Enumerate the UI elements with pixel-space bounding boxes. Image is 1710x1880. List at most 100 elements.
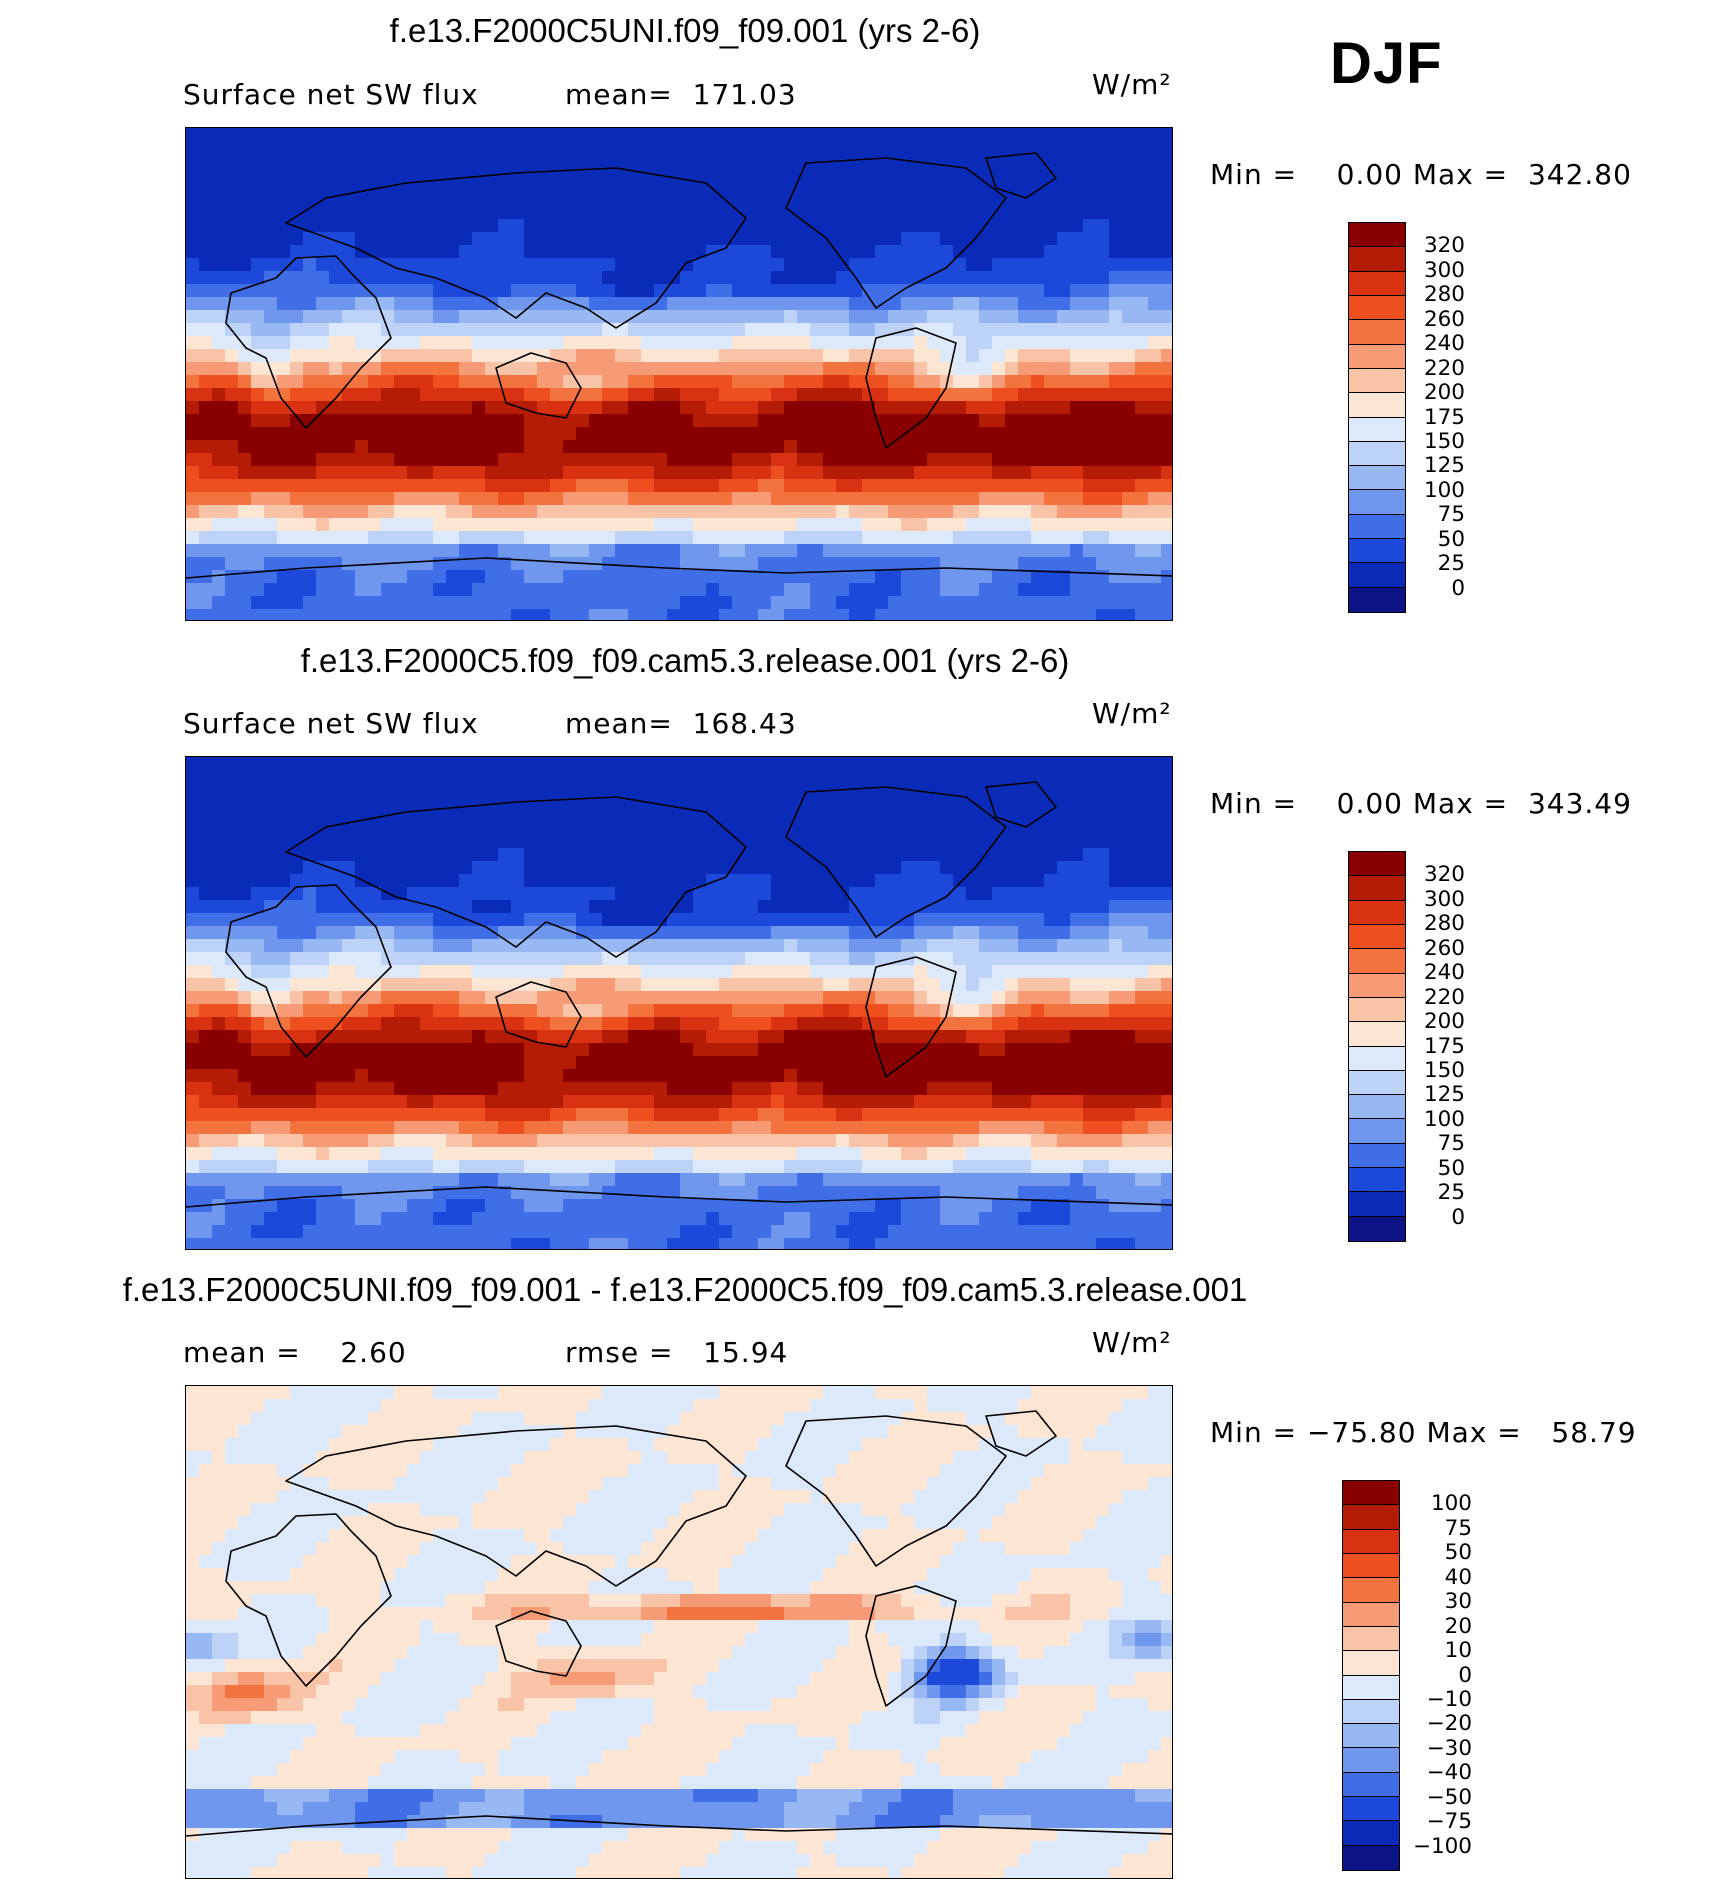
coastlines [186,152,1172,579]
colorbar-swatch [1349,900,1405,925]
colorbar-swatch [1349,539,1405,564]
colorbar-swatch [1349,973,1405,998]
map-panel [185,756,1173,1250]
colorbar-labels: 100 75 50 40 30 20 10 0 −10 −20 −30 −40 −50 −75 −100 [1392,1480,1472,1871]
colorbar-swatch [1343,1481,1399,1506]
colorbar-swatch [1349,1070,1405,1096]
panel-title: f.e13.F2000C5UNI.f09_f09.001 - f.e13.F20… [122,1271,1248,1308]
colorbar-swatch [1349,924,1405,950]
colorbar-tick-label: 300 [1423,886,1465,912]
colorbar-tick-label: 220 [1423,984,1465,1010]
colorbar-tick-label: 280 [1423,911,1465,937]
colorbar-swatch [1349,997,1405,1023]
colorbar-tick-label: 220 [1423,355,1465,381]
colorbar-tick-label: 280 [1423,282,1465,308]
colorbar-tick-label: 40 [1444,1564,1472,1590]
colorbar-swatch [1349,514,1405,540]
colorbar-tick-label: 200 [1423,1009,1465,1035]
variable-label: Surface net SW flux [183,707,479,740]
colorbar-tick-label: 75 [1437,1131,1465,1157]
colorbar-labels: 320 300 280 260 240 220 200 175 150 125 100 75 50 25 0 [1400,851,1465,1242]
colorbar-tick-label: 50 [1444,1540,1472,1566]
colorbar-tick-label: 200 [1423,380,1465,406]
colorbar-swatch [1349,1095,1405,1120]
colorbar-swatch [1349,417,1405,442]
rmse-value: rmse = 15.94 [565,1336,789,1369]
colorbar-tick-label: 300 [1423,257,1465,283]
colorbar-swatch [1349,441,1405,467]
colorbar-swatch [1343,1845,1399,1870]
variable-label: Surface net SW flux [183,78,479,111]
colorbar-tick-label: 50 [1437,526,1465,552]
colorbar-tick-label: 100 [1423,477,1465,503]
units-label: W/m² [1092,1326,1172,1359]
mean-value: mean= 171.03 [565,78,797,111]
colorbar-tick-label: −20 [1426,1711,1472,1737]
colorbar-tick-label: 125 [1423,453,1465,479]
colorbar-tick-label: 100 [1430,1491,1472,1517]
colorbar-swatch [1343,1675,1399,1700]
colorbar-swatch [1349,490,1405,515]
colorbar-swatch [1349,1168,1405,1193]
colorbar-tick-label: −10 [1426,1686,1472,1712]
min-max-label: Min = −75.80 Max = 58.79 [1210,1416,1637,1449]
colorbar-tick-label: 0 [1458,1662,1472,1688]
colorbar-swatch [1343,1626,1399,1652]
colorbar-tick-label: 320 [1423,862,1465,888]
colorbar-swatch [1349,1046,1405,1071]
colorbar-swatch [1343,1699,1399,1725]
colorbar-swatch [1349,344,1405,369]
colorbar-swatch [1349,1022,1405,1047]
colorbar [1348,851,1406,1242]
colorbar-tick-label: −50 [1426,1784,1472,1810]
colorbar-swatch [1349,368,1405,394]
colorbar-tick-label: −75 [1426,1809,1472,1835]
panel-title: f.e13.F2000C5.f09_f09.cam5.3.release.001… [300,642,1070,679]
colorbar-swatch [1349,563,1405,588]
season-label: DJF [1330,31,1443,96]
colorbar-labels: 320 300 280 260 240 220 200 175 150 125 100 75 50 25 0 [1400,222,1465,613]
colorbar-swatch [1349,271,1405,296]
colorbar-tick-label: 150 [1423,428,1465,454]
colorbar-tick-label: 0 [1451,575,1465,601]
colorbar-swatch [1343,1529,1399,1554]
colorbar-swatch [1349,466,1405,491]
min-max-label: Min = 0.00 Max = 343.49 [1210,787,1632,820]
colorbar-swatch [1349,587,1405,612]
colorbar-tick-label: 50 [1437,1155,1465,1181]
colorbar-swatch [1349,247,1405,272]
colorbar-tick-label: 150 [1423,1057,1465,1083]
colorbar-swatch [1349,295,1405,321]
colorbar-swatch [1349,1119,1405,1144]
coastlines [186,781,1172,1208]
colorbar-tick-label: 240 [1423,331,1465,357]
colorbar-swatch [1343,1724,1399,1749]
colorbar-swatch [1343,1651,1399,1676]
colorbar-swatch [1349,1143,1405,1169]
colorbar-swatch [1349,876,1405,901]
colorbar-tick-label: −100 [1412,1833,1472,1859]
colorbar-tick-label: 260 [1423,935,1465,961]
colorbar-tick-label: 30 [1444,1589,1472,1615]
colorbar-swatch [1349,949,1405,974]
colorbar-swatch [1343,1505,1399,1530]
colorbar [1348,222,1406,613]
colorbar-swatch [1349,393,1405,418]
colorbar-tick-label: 0 [1451,1204,1465,1230]
colorbar-tick-label: 25 [1437,1180,1465,1206]
colorbar-swatch [1343,1553,1399,1579]
colorbar-tick-label: 75 [1444,1515,1472,1541]
flux-field [186,757,1172,1249]
colorbar-tick-label: 125 [1423,1082,1465,1108]
panel-title: f.e13.F2000C5UNI.f09_f09.001 (yrs 2-6) [389,12,981,49]
colorbar-tick-label: 25 [1437,551,1465,577]
colorbar-tick-label: 240 [1423,960,1465,986]
colorbar-swatch [1343,1821,1399,1846]
difference-field [186,1386,1172,1878]
colorbar-swatch [1343,1578,1399,1603]
units-label: W/m² [1092,68,1172,101]
colorbar-swatch [1349,223,1405,248]
colorbar-swatch [1349,1216,1405,1241]
units-label: W/m² [1092,697,1172,730]
colorbar-tick-label: 20 [1444,1613,1472,1639]
